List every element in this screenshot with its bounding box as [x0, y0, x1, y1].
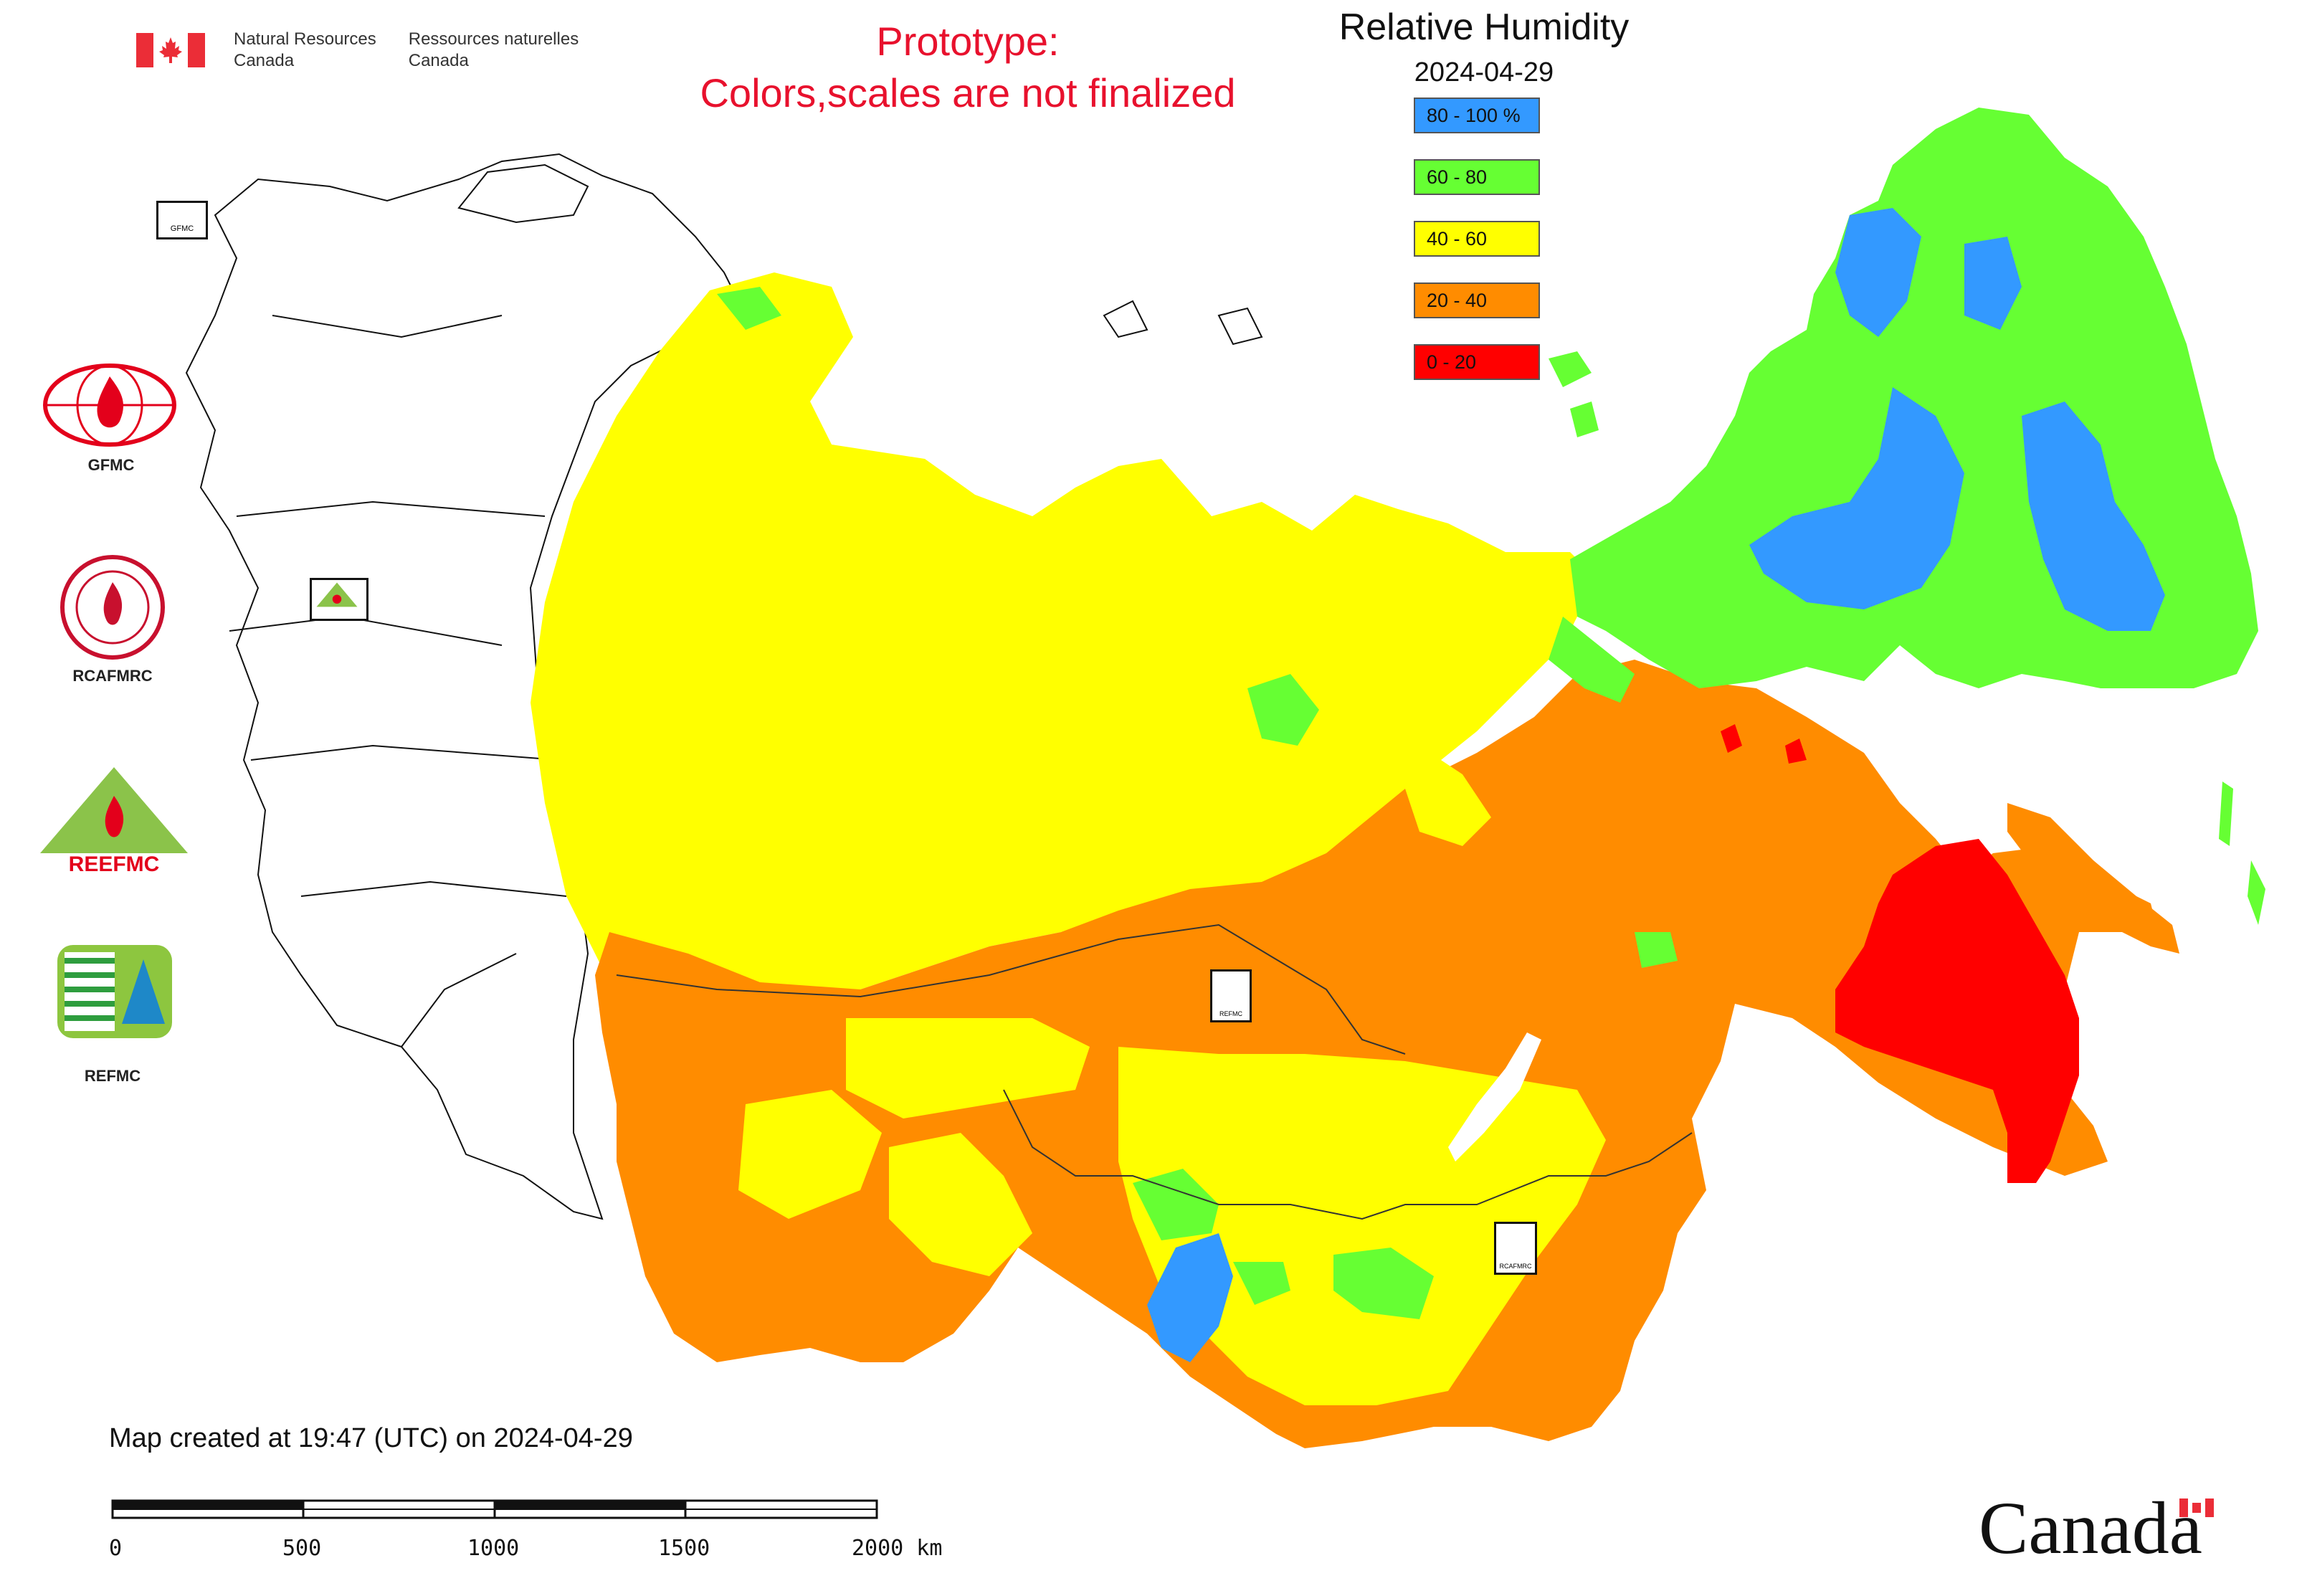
refmc-logo-icon — [57, 945, 172, 1038]
rcafmrc-logo-icon — [60, 555, 165, 660]
reefmc-marker[interactable] — [310, 578, 368, 621]
government-header: Natural Resources Canada Ressources natu… — [136, 29, 611, 72]
canada-flag-icon — [136, 33, 205, 67]
map-created-timestamp: Map created at 19:47 (UTC) on 2024-04-29 — [109, 1423, 633, 1453]
canada-wordmark: Canada — [1979, 1487, 2202, 1569]
zone-40-60 — [531, 272, 1599, 1004]
rcafmrc-logo-label: RCAFMRC — [72, 667, 153, 685]
scale-bar-graphic — [111, 1499, 878, 1519]
map-title: Relative Humidity — [1338, 6, 1630, 48]
scale-tick-1500: 1500 — [658, 1536, 710, 1561]
legend-item-60-80: 60 - 80 — [1414, 159, 1540, 195]
gfmc-logo-label: GFMC — [87, 456, 135, 474]
kamchatka — [2007, 803, 2179, 954]
gfmc-marker[interactable]: GFMC — [156, 201, 208, 239]
refmc-logo-label: REFMC — [84, 1067, 141, 1085]
north-islands — [457, 163, 1263, 346]
reefmc-wordmark: REEFMC — [69, 852, 160, 875]
legend-item-40-60: 40 - 60 — [1414, 221, 1540, 257]
legend-item-20-40: 20 - 40 — [1414, 282, 1540, 318]
legend-item-0-20: 0 - 20 — [1414, 344, 1540, 380]
scale-tick-1000: 1000 — [467, 1536, 520, 1561]
zone-40-60-south — [738, 746, 1606, 1405]
maple-leaf-icon — [159, 37, 182, 63]
lake-baikal — [1448, 1032, 1541, 1162]
scale-tick-0: 0 — [109, 1536, 123, 1561]
wordmark-flag-icon — [2179, 1498, 2214, 1517]
scale-tick-500: 500 — [282, 1536, 322, 1561]
reefmc-marker-icon — [316, 582, 358, 607]
zone-80-100 — [1147, 208, 2165, 1362]
scale-tick-2000: 2000 km — [852, 1536, 943, 1561]
reefmc-logo-icon: REEFMC — [40, 767, 188, 875]
zone-0-20 — [1721, 724, 2079, 1183]
scale-bar: 0 500 1000 1500 2000 km — [109, 1497, 942, 1576]
dept-name-en: Natural Resources Canada — [234, 29, 376, 70]
prototype-notice: Prototype: Colors,scales are not finaliz… — [700, 19, 1236, 115]
rcafmrc-marker[interactable]: RCAFMRC — [1494, 1222, 1537, 1275]
southern-border — [616, 923, 1693, 1220]
map-date: 2024-04-29 — [1414, 57, 1554, 87]
legend-item-80-100: 80 - 100 % — [1414, 98, 1540, 133]
dept-name-fr: Ressources naturelles Canada — [408, 29, 579, 70]
refmc-marker[interactable]: REFMC — [1210, 969, 1252, 1022]
gfmc-logo-icon — [43, 364, 176, 447]
